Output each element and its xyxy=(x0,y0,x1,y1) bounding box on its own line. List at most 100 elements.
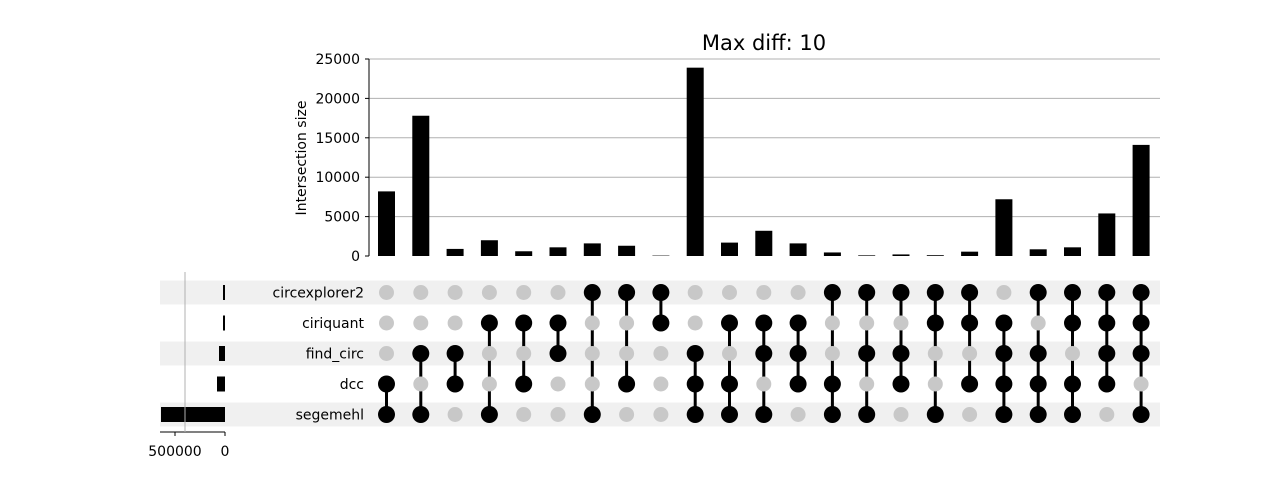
matrix-dot-inactive xyxy=(687,285,703,300)
matrix-dot-active xyxy=(549,345,567,362)
matrix-dot-inactive xyxy=(927,346,943,361)
matrix-dot-inactive xyxy=(653,407,669,422)
matrix-dot-active xyxy=(378,406,395,423)
set-size-tick-label: 500000 xyxy=(148,444,201,460)
matrix-dot-active xyxy=(652,284,670,301)
matrix-dot-active xyxy=(926,314,944,332)
matrix-dot-active xyxy=(1029,375,1047,393)
matrix-dot-inactive xyxy=(379,346,394,361)
matrix-dot-active xyxy=(652,314,670,332)
matrix-dot-active xyxy=(823,284,841,301)
matrix-dot-active xyxy=(858,284,876,301)
matrix-dot-inactive xyxy=(447,285,463,300)
intersection-bar xyxy=(1064,247,1081,256)
matrix-dot-active xyxy=(755,406,773,423)
matrix-dot-active xyxy=(995,314,1013,332)
matrix-dot-inactive xyxy=(790,285,806,300)
matrix-dot-active xyxy=(1132,284,1150,301)
set-size-tick-label: 0 xyxy=(221,444,230,460)
matrix-dot-active xyxy=(378,375,395,393)
matrix-dot-active xyxy=(1098,345,1116,362)
matrix-dot-active xyxy=(480,314,498,332)
matrix-dot-inactive xyxy=(687,315,703,331)
matrix-dot-active xyxy=(480,406,498,423)
intersection-bar xyxy=(378,191,395,256)
set-size-bar-dcc xyxy=(217,376,225,392)
matrix-dot-inactive xyxy=(550,407,566,422)
matrix-dot-inactive xyxy=(722,285,737,300)
matrix-dot-inactive xyxy=(824,346,840,361)
matrix-dot-active xyxy=(892,284,910,301)
matrix-dot-active xyxy=(1064,314,1081,332)
matrix-dot-active xyxy=(721,314,738,332)
intersection-bar xyxy=(583,243,601,256)
matrix-dot-active xyxy=(961,375,979,393)
matrix-dot-inactive xyxy=(996,285,1012,300)
matrix-dot-inactive xyxy=(447,407,463,422)
matrix-dot-active xyxy=(583,406,601,423)
matrix-dot-active xyxy=(1029,284,1047,301)
matrix-dot-active xyxy=(686,345,704,362)
matrix-dot-inactive xyxy=(756,285,772,300)
matrix-dot-active xyxy=(618,375,636,393)
matrix-dot-inactive xyxy=(962,346,978,361)
matrix-dot-active xyxy=(823,375,841,393)
matrix-dot-inactive xyxy=(619,346,635,361)
matrix-dot-active xyxy=(412,345,430,362)
y-tick-label: 25000 xyxy=(315,52,360,68)
intersection-bar xyxy=(892,254,910,256)
matrix-dot-active xyxy=(1098,375,1116,393)
intersection-bar xyxy=(549,247,567,256)
matrix-dot-inactive xyxy=(584,346,600,361)
matrix-dot-active xyxy=(446,375,464,393)
matrix-dot-inactive xyxy=(893,407,909,422)
matrix-dot-inactive xyxy=(824,315,840,331)
intersection-bar xyxy=(789,243,807,256)
matrix-dot-active xyxy=(926,284,944,301)
intersection-bar xyxy=(412,115,430,257)
y-axis-label: Intersection size xyxy=(294,101,310,216)
set-label-segemehl: segemehl xyxy=(296,408,364,424)
matrix-dot-inactive xyxy=(619,315,635,331)
matrix-dot-inactive xyxy=(1030,315,1046,331)
set-label-find_circ: find_circ xyxy=(306,347,364,363)
intersection-bar xyxy=(1132,144,1150,256)
matrix-dot-active xyxy=(686,406,704,423)
intersection-bar xyxy=(995,199,1013,256)
matrix-dot-inactive xyxy=(619,407,635,422)
matrix-dot-inactive xyxy=(1065,346,1080,361)
matrix-dot-inactive xyxy=(550,376,566,392)
intersection-bar xyxy=(515,251,533,256)
intersection-bar xyxy=(618,245,636,256)
y-tick-label: 20000 xyxy=(315,91,360,107)
matrix-dot-inactive xyxy=(722,346,737,361)
matrix-dot-active xyxy=(412,406,430,423)
matrix-dot-active xyxy=(961,284,979,301)
matrix-dot-active xyxy=(1064,375,1081,393)
intersection-bar xyxy=(1029,249,1047,256)
set-label-dcc: dcc xyxy=(340,377,364,393)
intersection-bar xyxy=(961,251,979,256)
intersection-bar xyxy=(446,248,464,256)
matrix-dot-inactive xyxy=(653,346,669,361)
y-tick-label: 10000 xyxy=(315,170,360,186)
matrix-dot-active xyxy=(1098,284,1116,301)
intersection-bar xyxy=(823,252,841,256)
matrix-dot-active xyxy=(618,284,636,301)
matrix-dot-active xyxy=(789,375,807,393)
matrix-dot-active xyxy=(1064,284,1081,301)
y-tick-label: 15000 xyxy=(315,131,360,147)
matrix-dot-inactive xyxy=(413,285,429,300)
matrix-dot-inactive xyxy=(927,376,943,392)
y-gridlines xyxy=(369,58,1160,218)
matrix-dot-inactive xyxy=(413,376,429,392)
matrix-dot-active xyxy=(995,345,1013,362)
matrix-dot-active xyxy=(515,314,533,332)
matrix-dot-inactive xyxy=(516,285,532,300)
matrix-dot-inactive xyxy=(516,346,532,361)
matrix-dot-active xyxy=(1098,314,1116,332)
intersection-bar xyxy=(480,240,498,256)
matrix-dot-inactive xyxy=(550,285,566,300)
matrix-dot-inactive xyxy=(584,376,600,392)
